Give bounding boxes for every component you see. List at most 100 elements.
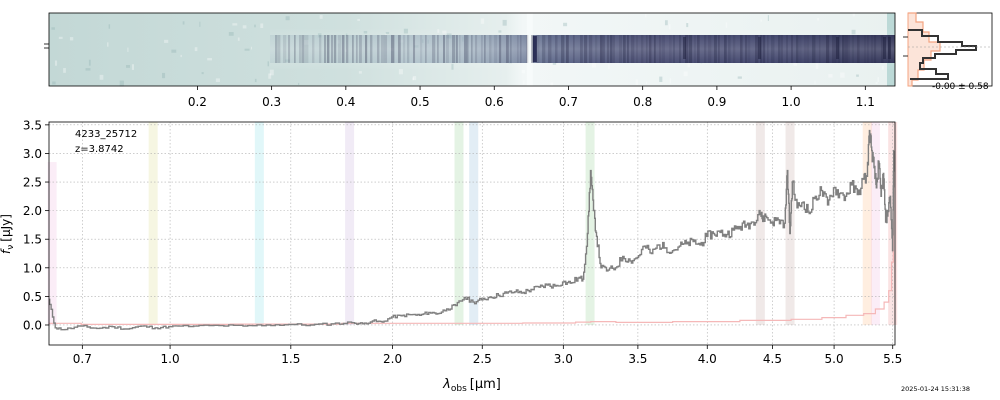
trace-column	[786, 35, 788, 63]
trace-column	[864, 35, 867, 63]
trace-column	[359, 35, 362, 63]
top-x-tick-label: 1.1	[856, 95, 875, 109]
noise-pixel	[54, 60, 58, 66]
trace-column	[755, 35, 759, 63]
trace-column	[649, 35, 652, 63]
noise-pixel	[412, 76, 417, 81]
profile-model-line	[908, 12, 941, 86]
profile-label: -0.00 ± 0.58	[932, 82, 989, 92]
x-tick-label: 2.0	[383, 352, 402, 366]
redshift-label: z=3.8742	[75, 144, 124, 155]
trace-column	[848, 35, 850, 63]
trace-column	[302, 35, 305, 63]
trace-column	[365, 35, 368, 63]
profile-data-line	[908, 29, 977, 80]
noise-pixel	[875, 81, 878, 85]
x-tick-label: 5.0	[825, 352, 844, 366]
trace-column	[600, 35, 603, 63]
x-tick-label: 3.0	[554, 352, 573, 366]
noise-pixel	[99, 74, 104, 80]
noise-pixel	[242, 25, 247, 29]
trace-column	[312, 35, 315, 63]
noise-pixel	[52, 81, 56, 85]
trace-column	[718, 35, 720, 63]
x-tick-label: 4.5	[763, 352, 782, 366]
noise-pixel	[268, 73, 272, 79]
trace-column	[275, 35, 278, 63]
noise-pixel	[669, 78, 671, 84]
top-x-tick-label: 1.0	[782, 95, 801, 109]
noise-pixel	[207, 58, 212, 61]
trace-column	[324, 35, 327, 63]
trace-column	[771, 35, 775, 63]
top-x-tick-label: 0.3	[262, 95, 281, 109]
y-tick-label: 2.0	[23, 204, 42, 218]
x-tick-label: 1.5	[281, 352, 300, 366]
top-x-tick-label: 0.8	[633, 95, 652, 109]
top-x-tick-label: 0.5	[411, 95, 430, 109]
profile-frame	[907, 12, 993, 87]
trace-column	[610, 35, 613, 63]
trace-column	[566, 35, 569, 63]
noise-pixel	[683, 71, 688, 77]
x-axis-label: λobs [μm]	[442, 377, 501, 394]
object-id-label: 4233_25712	[75, 129, 137, 140]
line-band	[755, 122, 765, 325]
trace-column	[506, 35, 509, 63]
trace-column	[299, 35, 302, 63]
trace-column	[413, 35, 416, 63]
trace-column	[580, 35, 583, 63]
noise-pixel	[127, 47, 129, 52]
top-x-tick-label: 0.6	[485, 95, 504, 109]
trace-column	[845, 35, 848, 63]
trace-column	[852, 35, 855, 63]
top-x-tick-label: 0.7	[559, 95, 578, 109]
trace-column	[294, 35, 296, 63]
trace-column	[278, 35, 281, 63]
noise-pixel	[182, 21, 185, 25]
trace-column	[603, 35, 605, 63]
trace-column	[778, 35, 781, 63]
trace-column	[679, 35, 681, 63]
trace-column	[662, 35, 665, 63]
y-tick-label: 3.0	[23, 147, 42, 161]
noise-pixel	[69, 37, 74, 41]
trace-column	[510, 35, 512, 63]
noise-pixel	[269, 69, 274, 76]
y-tick-label: 1.5	[23, 233, 42, 247]
x-tick-label: 4.0	[698, 352, 717, 366]
trace-column	[494, 35, 498, 63]
y-axis-label: fν[μJy]	[0, 214, 16, 254]
line-band	[47, 162, 57, 325]
trace-column	[763, 35, 766, 63]
trace-column	[791, 35, 793, 63]
trace-column	[724, 35, 727, 63]
noise-pixel	[131, 64, 135, 70]
x-tick-label: 1.0	[161, 352, 180, 366]
trace-column	[799, 35, 802, 63]
noise-pixel	[480, 18, 485, 24]
trace-column	[499, 35, 502, 63]
trace-column	[381, 35, 384, 63]
trace-column	[517, 35, 519, 63]
noise-pixel	[840, 72, 845, 78]
trace-column	[331, 35, 334, 63]
trace-column	[370, 35, 373, 63]
noise-pixel	[523, 80, 525, 85]
noise-pixel	[502, 19, 507, 26]
trace-column	[398, 35, 401, 63]
trace-column	[796, 35, 799, 63]
noise-pixel	[201, 72, 204, 75]
trace-column	[685, 35, 689, 63]
trace-column	[420, 35, 423, 63]
trace-column	[403, 35, 406, 63]
trace-column	[646, 35, 648, 63]
trace-column	[437, 35, 439, 63]
trace-column	[561, 35, 565, 63]
noise-pixel	[267, 61, 269, 67]
spectrum-2d-panel: 0.2 0.3 0.4 0.5 0.6 0.7 0.8 0.9 1.0 1.1	[44, 12, 896, 109]
trace-column	[745, 35, 748, 63]
trace-column	[573, 35, 575, 63]
noise-pixel	[412, 77, 415, 81]
